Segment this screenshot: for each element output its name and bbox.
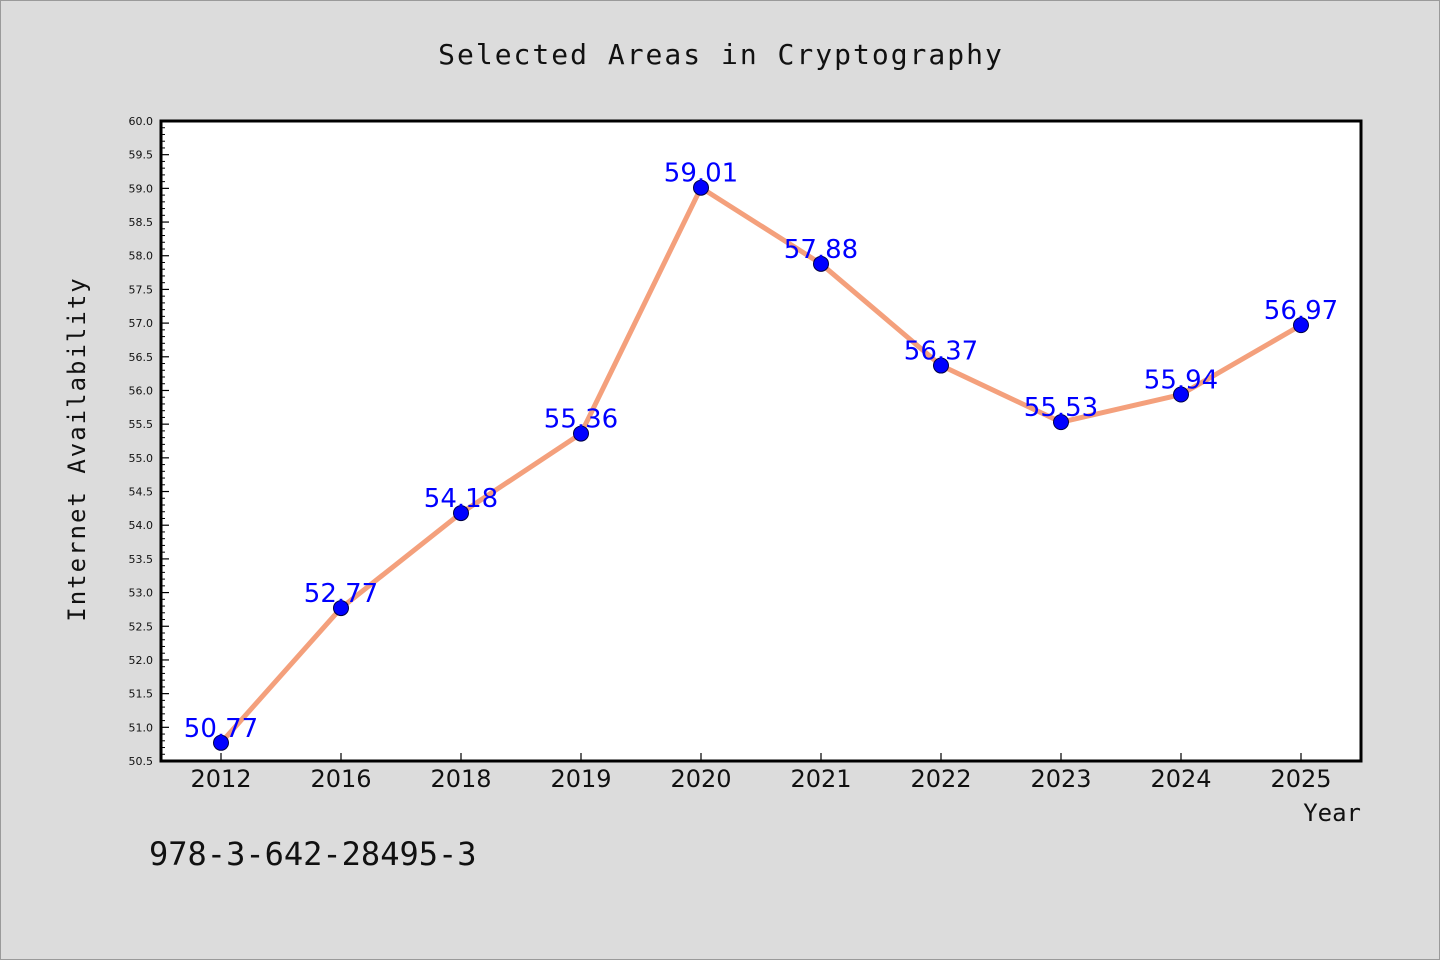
x-tick-label: 2022	[910, 765, 971, 793]
y-tick-label: 50.5	[129, 755, 154, 768]
x-tick-label: 2020	[670, 765, 731, 793]
y-tick-label: 57.5	[129, 283, 154, 296]
plot-border	[159, 119, 1363, 763]
data-label: 50.77	[184, 714, 258, 744]
data-label: 55.36	[544, 405, 618, 435]
data-labels: 50.77 52.77 54.18 55.36 59.01 57.88 56.37 55.53…	[184, 159, 1338, 744]
series-line	[218, 185, 1304, 746]
y-tick-label: 56.0	[129, 384, 154, 397]
x-tick-label: 2018	[430, 765, 491, 793]
x-tick-label: 2012	[190, 765, 251, 793]
data-point	[933, 357, 949, 374]
data-point	[1173, 386, 1189, 403]
data-label: 59.01	[664, 159, 738, 189]
x-axis-label: Year	[1303, 799, 1361, 827]
y-tick-label: 58.0	[129, 250, 154, 263]
y-tick-label: 53.5	[129, 553, 154, 566]
y-tick-label: 52.0	[129, 654, 154, 667]
y-tick-label: 55.0	[129, 452, 154, 465]
plot-area	[161, 121, 1361, 761]
y-tick-label: 57.0	[129, 317, 154, 330]
data-point	[1293, 317, 1309, 334]
data-point	[813, 255, 829, 272]
chart-title: Selected Areas in Cryptography	[438, 38, 1004, 71]
data-label: 55.53	[1024, 393, 1098, 423]
y-tick-label: 53.0	[129, 587, 154, 600]
y-tick-label: 51.0	[129, 721, 154, 734]
y-axis-label: Internet Availability	[63, 276, 91, 621]
y-tick-label: 59.0	[129, 182, 154, 195]
y-tick-label: 58.5	[129, 216, 154, 229]
y-tick-label: 60.0	[129, 115, 154, 128]
y-tick-label: 54.5	[129, 486, 154, 499]
y-tick-label: 51.5	[129, 688, 154, 701]
x-tick-label: 2021	[790, 765, 851, 793]
data-label: 57.88	[784, 235, 858, 265]
x-tick-label: 2024	[1150, 765, 1211, 793]
data-label: 56.37	[904, 337, 978, 367]
data-point	[573, 425, 589, 442]
data-point	[1053, 414, 1069, 431]
x-tick-label: 2023	[1030, 765, 1091, 793]
x-tick-label: 2016	[310, 765, 371, 793]
data-label: 54.18	[424, 484, 498, 514]
x-tick-label: 2019	[550, 765, 611, 793]
x-axis: 2012 2016 2018 2019 2020 2021 2022 2023 2024 2025	[190, 753, 1332, 793]
data-point	[453, 505, 469, 522]
data-point	[693, 179, 709, 196]
y-tick-label: 52.5	[129, 620, 154, 633]
data-label: 56.97	[1264, 296, 1338, 326]
y-tick-label: 54.0	[129, 519, 154, 532]
data-point	[213, 734, 229, 751]
series-markers	[213, 179, 1309, 751]
y-tick-label: 56.5	[129, 351, 154, 364]
data-point	[333, 600, 349, 617]
data-label: 55.94	[1144, 366, 1218, 396]
x-tick-label: 2025	[1270, 765, 1331, 793]
data-label: 52.77	[304, 579, 378, 609]
y-tick-label: 59.5	[129, 149, 154, 162]
isbn-text: 978-3-642-28495-3	[149, 835, 477, 873]
y-tick-label: 55.5	[129, 418, 154, 431]
